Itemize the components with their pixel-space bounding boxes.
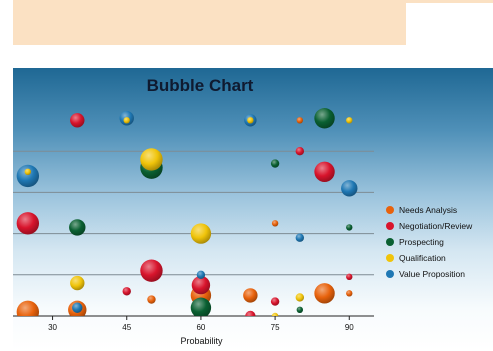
x-tick-label: 60 (196, 323, 205, 332)
bubble-value-proposition[interactable] (341, 180, 358, 197)
x-tick-label: 45 (122, 323, 131, 332)
header-white-box (406, 3, 493, 45)
bubble-qualification[interactable] (247, 117, 254, 124)
bubble-needs-analysis[interactable] (16, 300, 40, 323)
x-axis-label: Probability (180, 336, 223, 346)
legend-label: Prospecting (399, 237, 444, 247)
bubble-needs-analysis[interactable] (314, 283, 335, 304)
legend-label: Value Proposition (399, 269, 465, 279)
bubble-needs-analysis[interactable] (271, 220, 279, 227)
bubble-prospecting[interactable] (314, 108, 335, 129)
bubble-negotiation-review[interactable] (70, 113, 85, 128)
bubble-value-proposition[interactable] (72, 302, 83, 313)
bubble-negotiation-review[interactable] (122, 287, 131, 296)
legend-item[interactable]: Negotiation/Review (386, 218, 472, 234)
bubble-qualification[interactable] (346, 117, 353, 124)
bubble-qualification[interactable] (123, 117, 130, 124)
bubble-qualification[interactable] (190, 223, 212, 244)
x-tick-label: 90 (345, 323, 354, 332)
bubble-negotiation-review[interactable] (245, 310, 256, 321)
legend-swatch (386, 206, 394, 214)
legend-item[interactable]: Value Proposition (386, 266, 472, 282)
legend-item[interactable]: Qualification (386, 250, 472, 266)
bubble-negotiation-review[interactable] (191, 275, 211, 295)
bubble-qualification[interactable] (140, 148, 163, 171)
bubble-prospecting[interactable] (190, 297, 212, 318)
legend-swatch (386, 222, 394, 230)
bubble-needs-analysis[interactable] (296, 117, 304, 124)
bubble-negotiation-review[interactable] (346, 273, 353, 281)
bubble-qualification[interactable] (24, 168, 32, 175)
bubble-value-proposition[interactable] (16, 164, 40, 188)
legend-swatch (386, 270, 394, 278)
bubble-needs-analysis[interactable] (243, 288, 258, 303)
bubble-prospecting[interactable] (346, 224, 353, 231)
bubble-negotiation-review[interactable] (314, 161, 335, 182)
bubble-prospecting[interactable] (69, 219, 86, 236)
bubble-value-proposition[interactable] (196, 270, 206, 279)
bubble-qualification[interactable] (70, 275, 85, 291)
legend-label: Qualification (399, 253, 446, 263)
x-tick-label: 75 (271, 323, 280, 332)
bubble-prospecting[interactable] (296, 306, 304, 314)
bubble-negotiation-review[interactable] (270, 297, 280, 306)
chart-title: Bubble Chart (146, 76, 254, 95)
bubble-qualification[interactable] (295, 293, 305, 302)
bubble-prospecting[interactable] (270, 159, 280, 168)
legend-label: Negotiation/Review (399, 221, 473, 231)
bubble-needs-analysis[interactable] (147, 295, 156, 304)
bubble-negotiation-review[interactable] (16, 212, 40, 235)
legend-swatch (386, 238, 394, 246)
bubble-needs-analysis[interactable] (346, 290, 353, 297)
legend-swatch (386, 254, 394, 262)
legend-item[interactable]: Prospecting (386, 234, 472, 250)
bubble-negotiation-review[interactable] (140, 259, 163, 282)
bubble-qualification[interactable] (271, 312, 279, 319)
bubble-negotiation-review[interactable] (295, 147, 305, 156)
legend-label: Needs Analysis (399, 205, 458, 215)
chart-legend: Needs Analysis Negotiation/Review Prospect… (386, 202, 472, 282)
x-tick-label: 30 (48, 323, 57, 332)
legend-item[interactable]: Needs Analysis (386, 202, 472, 218)
bubble-value-proposition[interactable] (295, 233, 305, 242)
